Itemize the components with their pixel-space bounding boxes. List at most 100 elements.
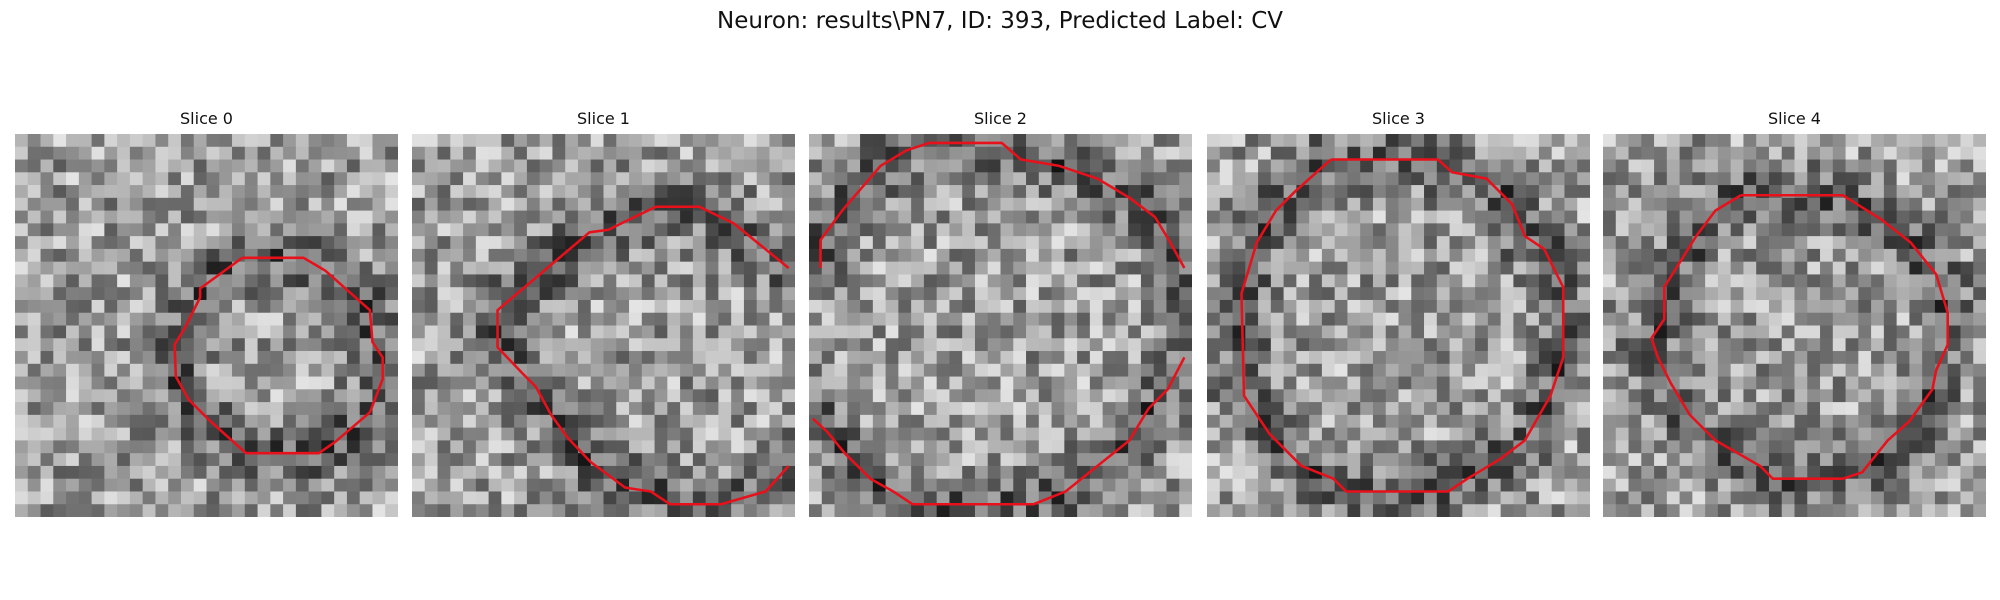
pixel [244, 389, 258, 403]
pixel [104, 351, 118, 365]
pixel [1717, 261, 1732, 275]
pixel [40, 197, 54, 211]
pixel [962, 146, 976, 160]
pixel [1756, 402, 1770, 416]
pixel [308, 274, 322, 288]
pixel [1436, 172, 1450, 186]
pixel [923, 287, 938, 301]
pixel [1347, 223, 1361, 237]
pixel [1705, 325, 1719, 339]
pixel [680, 146, 694, 160]
pixel [923, 504, 938, 517]
pixel [475, 504, 489, 517]
pixel [1064, 274, 1078, 288]
pixel [718, 453, 732, 467]
pixel [463, 159, 477, 173]
pixel [743, 248, 758, 263]
pixel [244, 248, 258, 263]
pixel [565, 325, 579, 339]
pixel [1000, 248, 1014, 263]
pixel [206, 504, 220, 517]
pixel [1436, 312, 1450, 326]
pixel [1871, 185, 1885, 199]
pixel [283, 389, 297, 403]
pixel [1526, 414, 1540, 429]
pixel [142, 134, 156, 148]
pixel [1781, 325, 1795, 339]
pixel [104, 376, 118, 390]
pixel [1896, 210, 1910, 224]
pixel [1832, 363, 1846, 377]
pixel [1883, 299, 1898, 314]
pixel [488, 402, 502, 416]
pixel [1832, 453, 1846, 467]
pixel [244, 504, 258, 517]
pixel [308, 223, 322, 237]
pixel [1102, 134, 1116, 148]
pixel [1462, 146, 1476, 160]
pixel [193, 465, 207, 480]
pixel [821, 248, 835, 263]
pixel [1883, 223, 1898, 237]
pixel [424, 312, 438, 326]
pixel [1038, 351, 1052, 365]
pixel [1166, 299, 1180, 314]
pixel [1845, 134, 1859, 148]
pixel [78, 414, 92, 429]
pixel [1309, 248, 1323, 263]
pixel [782, 146, 795, 160]
pixel [1756, 248, 1770, 263]
pixel [898, 223, 912, 237]
pixel [1026, 376, 1040, 390]
pixel [847, 223, 861, 237]
pixel [1730, 414, 1744, 429]
pixel [1258, 172, 1272, 186]
pixel [385, 261, 398, 275]
pixel [565, 491, 579, 505]
pixel [475, 159, 489, 173]
pixel [1871, 351, 1885, 365]
pixel [283, 287, 297, 301]
pixel [1679, 504, 1693, 517]
pixel [1115, 223, 1129, 237]
pixel [372, 299, 386, 314]
pixel [821, 274, 835, 288]
pixel [1398, 248, 1412, 263]
pixel [1179, 197, 1192, 211]
pixel [974, 172, 989, 186]
pixel [334, 210, 348, 224]
pixel [1296, 274, 1310, 288]
pixel [1077, 223, 1091, 237]
pixel [372, 402, 386, 416]
pixel [91, 363, 105, 377]
pixel [743, 185, 758, 199]
pixel [1909, 351, 1923, 365]
pixel [641, 478, 655, 492]
pixel [385, 146, 398, 160]
pixel [1513, 325, 1527, 339]
pixel [1475, 325, 1489, 339]
pixel [206, 210, 220, 224]
pixel [847, 146, 861, 160]
pixel [1398, 146, 1412, 160]
pixel [1832, 504, 1846, 517]
pixel [1334, 274, 1348, 288]
pixel [1347, 159, 1361, 173]
pixel [1475, 210, 1489, 224]
pixel [1115, 351, 1129, 365]
pixel [1051, 287, 1065, 301]
pixel [629, 414, 643, 429]
pixel [911, 351, 925, 365]
pixel [1232, 402, 1246, 416]
pixel [1615, 287, 1629, 301]
pixel [552, 274, 566, 288]
pixel [155, 287, 169, 301]
pixel [40, 248, 54, 263]
pixel [1411, 402, 1425, 416]
pixel [756, 312, 770, 326]
pixel [1153, 236, 1167, 250]
pixel [1385, 389, 1399, 403]
pixel [1603, 261, 1617, 275]
pixel [1781, 338, 1795, 352]
pixel [1947, 159, 1961, 173]
